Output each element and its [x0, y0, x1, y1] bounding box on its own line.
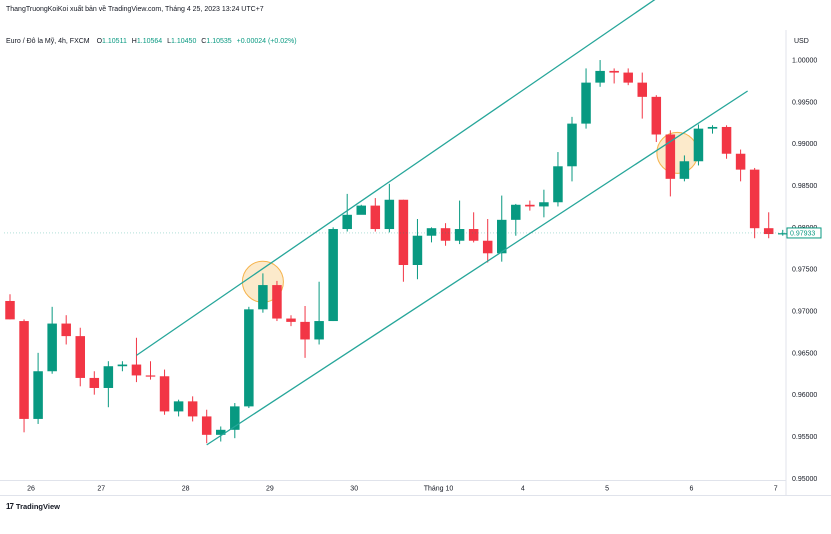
candle-up [412, 235, 423, 265]
tradingview-logo-mark: 17 [6, 502, 14, 511]
tradingview-logo[interactable]: 17 TradingView [6, 502, 60, 511]
candle-up [356, 205, 366, 215]
candle-up [33, 371, 43, 419]
price-tick-label: 0.95500 [792, 434, 817, 441]
candle-down [159, 376, 170, 412]
candle-down [609, 70, 619, 73]
candle-down [763, 228, 774, 235]
candle-down [398, 199, 409, 265]
symbol-name: Euro / Đô la Mỹ, 4h, FXCM [6, 38, 90, 45]
time-tick-label: 29 [266, 486, 274, 493]
symbol-info-bar: Euro / Đô la Mỹ, 4h, FXCM O1.10511 H1.10… [6, 38, 300, 45]
candle-down [75, 336, 85, 378]
change-value: +0.00024 (+0.02%) [236, 38, 297, 45]
candle-down [131, 364, 142, 376]
candle-up [384, 199, 395, 230]
candle-up [693, 128, 704, 162]
time-tick-label: 7 [774, 486, 778, 493]
candle-up [581, 82, 591, 124]
candle-down [187, 401, 198, 417]
price-tick-label: 1.00000 [792, 58, 817, 65]
candle-up [454, 229, 465, 241]
candle-up [679, 161, 690, 179]
publisher-caption: ThangTruongKoiKoi xuất bản về TradingVie… [6, 6, 264, 13]
candle-down [721, 126, 732, 154]
candle-down [623, 72, 633, 83]
candle-down [651, 96, 662, 135]
candle-up [173, 401, 184, 412]
price-tick-label: 0.96000 [792, 392, 817, 399]
highlight-circle [656, 131, 699, 174]
time-tick-label: 4 [521, 486, 525, 493]
candle-down [272, 285, 282, 319]
time-tick-label: 28 [182, 486, 190, 493]
candle-up [230, 406, 240, 430]
candle-up [117, 364, 128, 367]
candle-down [300, 321, 310, 340]
candle-down [468, 229, 479, 241]
open-label: O [96, 38, 103, 45]
last-price-label: 0.97933 [790, 231, 815, 238]
candle-down [89, 377, 100, 388]
currency-label: USD [794, 38, 809, 45]
price-tick-label: 0.96500 [792, 350, 817, 357]
candle-up [342, 214, 352, 230]
candle-down [665, 134, 676, 179]
close-value: 1.10535 [206, 38, 232, 45]
price-tick-label: 0.98500 [792, 183, 817, 190]
candle-down [525, 204, 535, 207]
time-tick-label: 6 [689, 486, 693, 493]
candle-up [553, 166, 563, 203]
candle-up [314, 321, 324, 340]
candle-up [595, 70, 605, 83]
candle-down [61, 323, 71, 337]
channel-trendline [136, 0, 656, 356]
price-tick-label: 0.97000 [792, 309, 817, 316]
high-label: H [131, 38, 137, 45]
candle-down [482, 240, 493, 254]
candle-down [749, 169, 760, 229]
candle-up [539, 202, 549, 207]
candle-down [286, 318, 296, 322]
time-tick-label: 26 [27, 486, 35, 493]
open-value: 1.10511 [102, 38, 127, 45]
candle-up [497, 219, 507, 254]
candle-down [145, 375, 156, 377]
price-tick-label: 0.99000 [792, 141, 817, 148]
price-tick-label: 0.97500 [792, 267, 817, 274]
high-value: 1.10564 [136, 38, 163, 45]
candle-up [103, 366, 114, 388]
candle-up [511, 204, 521, 220]
time-tick-label: 30 [350, 486, 358, 493]
candle-down [19, 321, 29, 419]
time-tick-label: Tháng 10 [424, 486, 454, 493]
candle-up [258, 285, 268, 310]
low-label: L [167, 38, 172, 45]
candle-up [707, 126, 718, 129]
price-tick-label: 0.99500 [792, 99, 817, 106]
candle-down [735, 153, 746, 170]
candle-down [370, 205, 381, 230]
low-value: 1.10450 [171, 38, 197, 45]
candle-up [216, 429, 226, 435]
time-tick-label: 27 [97, 486, 105, 493]
candle-up [47, 323, 57, 372]
candle-up [567, 123, 577, 167]
candle-up [426, 228, 437, 236]
close-label: C [201, 38, 207, 45]
time-tick-label: 5 [605, 486, 609, 493]
price-tick-label: 0.95000 [792, 476, 817, 483]
candle-up [328, 229, 338, 322]
candle-up [244, 309, 254, 407]
candle-down [637, 82, 647, 97]
candle-down [201, 416, 212, 435]
channel-trendline [206, 90, 748, 446]
tradingview-brand: TradingView [15, 502, 60, 511]
last-price-badge [786, 227, 822, 239]
candle-down [440, 228, 451, 241]
candle-down [5, 300, 15, 320]
candle-up [778, 233, 788, 235]
